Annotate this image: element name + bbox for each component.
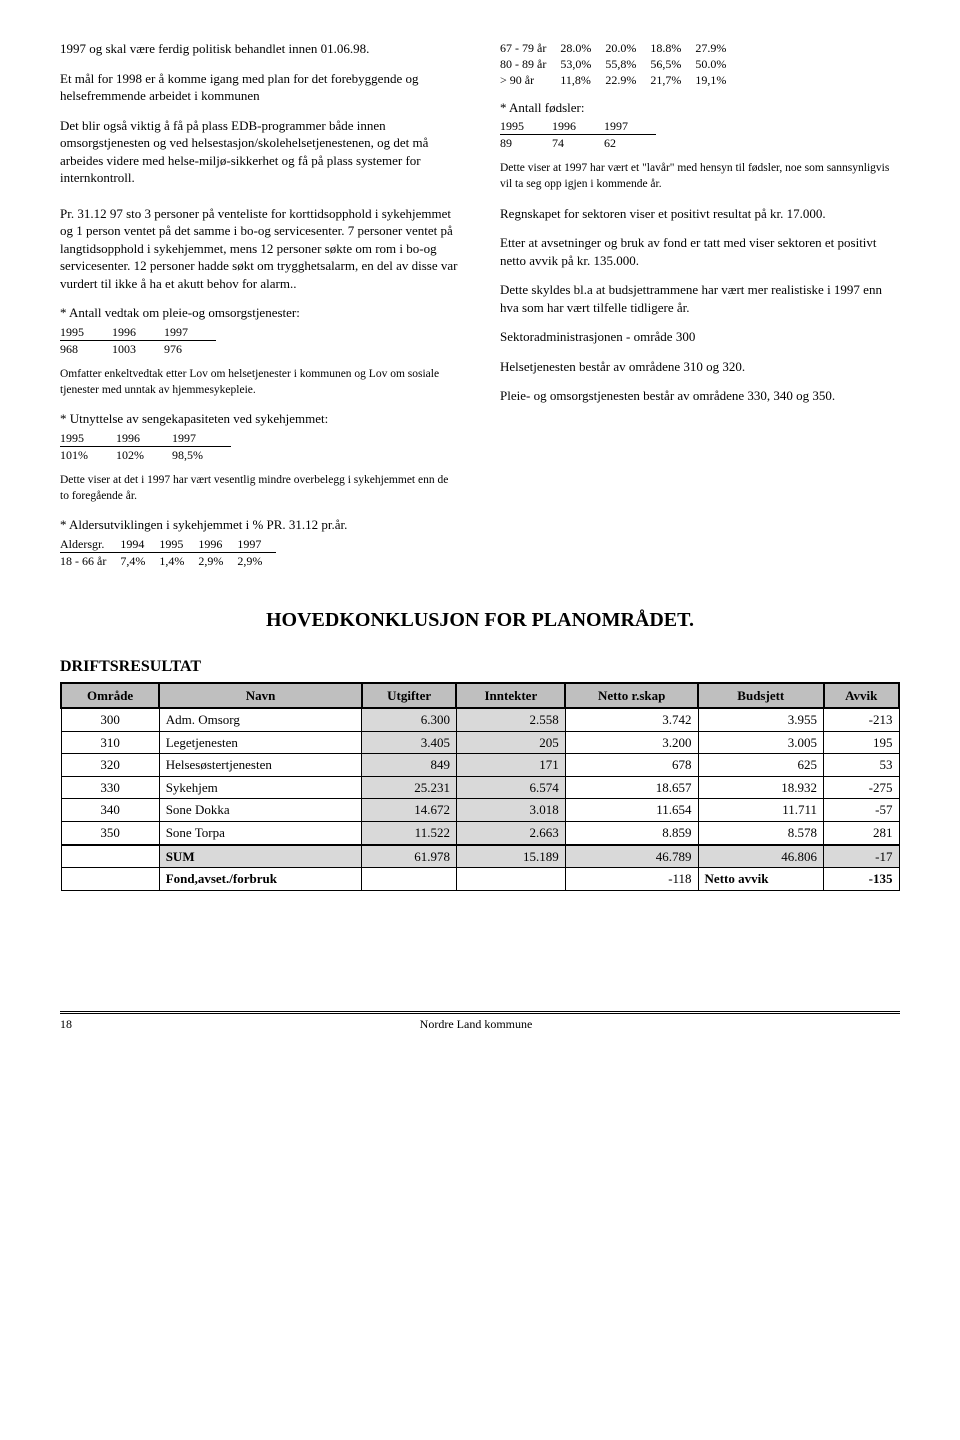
para: Et mål for 1998 er å komme igang med pla… [60,70,460,105]
vedtak-note: Omfatter enkeltvedtak etter Lov om helse… [60,367,460,398]
table-row: 320Helsesøstertjenesten84917167862553 [61,754,899,777]
col-utgifter: Utgifter [362,683,457,709]
para: Helsetjenesten består av områdene 310 og… [500,358,900,376]
seng-note: Dette viser at det i 1997 har vært vesen… [60,473,460,504]
table-row: 330Sykehjem25.2316.57418.65718.932-275 [61,776,899,799]
right-column: 67 - 79 år28.0%20.0%18.8%27.9% 80 - 89 å… [500,40,900,205]
para: Pr. 31.12 97 sto 3 personer på ventelist… [60,205,460,293]
footer-org: Nordre Land kommune [72,1016,880,1032]
para: Etter at avsetninger og bruk av fond er … [500,234,900,269]
mid-columns: Pr. 31.12 97 sto 3 personer på ventelist… [60,205,900,580]
alder-title: * Aldersutviklingen i sykehjemmet i % PR… [60,516,460,534]
fodsler-note: Dette viser at 1997 har vært et "lavår" … [500,161,900,192]
para: Pleie- og omsorgstjenesten består av omr… [500,387,900,405]
table-row: 350Sone Torpa11.5222.6638.8598.578281 [61,821,899,844]
para: 1997 og skal være ferdig politisk behand… [60,40,460,58]
para: Dette skyldes bl.a at budsjettrammene ha… [500,281,900,316]
page-number: 18 [60,1016,72,1032]
table-row: 340Sone Dokka14.6723.01811.65411.711-57 [61,799,899,822]
age-table: 67 - 79 år28.0%20.0%18.8%27.9% 80 - 89 å… [500,40,740,89]
left-column: 1997 og skal være ferdig politisk behand… [60,40,460,205]
para: Sektoradministrasjonen - område 300 [500,328,900,346]
col-avvik: Avvik [824,683,900,709]
drift-table: Område Navn Utgifter Inntekter Netto r.s… [60,682,900,891]
sum-row: SUM61.97815.18946.78946.806-17 [61,845,899,868]
col-budsjett: Budsjett [698,683,823,709]
col-omrade: Område [61,683,159,709]
col-netto: Netto r.skap [565,683,698,709]
col-inntekter: Inntekter [456,683,565,709]
vedtak-title: * Antall vedtak om pleie-og omsorgstjene… [60,304,460,322]
alder-table: Aldersgr.1994199519961997 18 - 66 år7,4%… [60,536,276,569]
fond-row: Fond,avset./forbruk-118Netto avvik-135 [61,868,899,891]
table-row: 300Adm. Omsorg6.3002.5583.7423.955-213 [61,708,899,731]
drift-heading: DRIFTSRESULTAT [60,656,900,678]
right-column-2: Regnskapet for sektoren viser et positiv… [500,205,900,580]
para: Det blir også viktig å få på plass EDB-p… [60,117,460,187]
page-footer: 18 Nordre Land kommune [60,1011,900,1032]
vedtak-table: 199519961997 9681003976 [60,324,216,357]
top-columns: 1997 og skal være ferdig politisk behand… [60,40,900,205]
para: Regnskapet for sektoren viser et positiv… [500,205,900,223]
seng-title: * Utnyttelse av sengekapasiteten ved syk… [60,410,460,428]
table-row: 310Legetjenesten3.4052053.2003.005195 [61,731,899,754]
fodsler-title: * Antall fødsler: [500,99,900,117]
seng-table: 199519961997 101%102%98,5% [60,430,231,463]
col-navn: Navn [159,683,362,709]
main-heading: HOVEDKONKLUSJON FOR PLANOMRÅDET. [60,607,900,634]
fodsler-table: 199519961997 897462 [500,118,656,151]
left-column-2: Pr. 31.12 97 sto 3 personer på ventelist… [60,205,460,580]
